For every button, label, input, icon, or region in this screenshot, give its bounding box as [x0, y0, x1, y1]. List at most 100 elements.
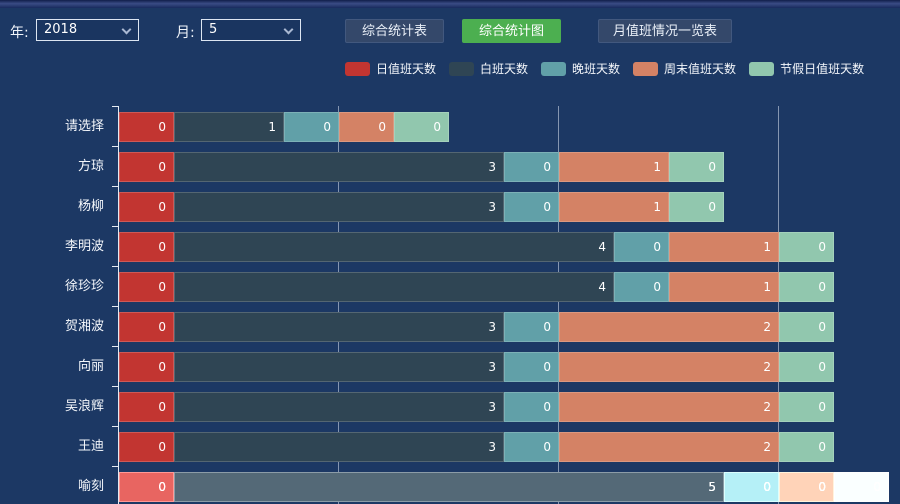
bar-segment[interactable]: 2	[559, 392, 779, 422]
bar-segment[interactable]: 0	[669, 192, 724, 222]
summary-chart-button[interactable]: 综合统计图	[462, 19, 561, 43]
legend-label: 节假日值班天数	[780, 62, 865, 76]
bar-segment[interactable]: 3	[174, 152, 504, 182]
bar-segment[interactable]: 0	[504, 152, 559, 182]
bar-segment[interactable]: 0	[779, 312, 834, 342]
bar-segment[interactable]: 0	[394, 112, 449, 142]
bar-value-label: 0	[818, 440, 826, 454]
bar-segment[interactable]: 0	[339, 112, 394, 142]
bar-segment[interactable]: 0	[779, 432, 834, 462]
bar-segment[interactable]: 1	[174, 112, 284, 142]
bar-segment[interactable]: 0	[504, 352, 559, 382]
bar-value-label: 1	[763, 240, 771, 254]
bar-segment[interactable]: 1	[669, 272, 779, 302]
bar-segment[interactable]: 1	[669, 232, 779, 262]
bar-value-label: 0	[158, 240, 166, 254]
bar-value-label: 0	[708, 200, 716, 214]
legend-swatch	[449, 61, 475, 76]
bar-segment[interactable]: 0	[119, 152, 174, 182]
category-label: 喻刻	[77, 479, 104, 494]
bar-row: 0 3 0 2 0	[119, 432, 834, 462]
bar-value-label: 0	[158, 120, 166, 134]
category-label: 李明波	[64, 239, 104, 254]
bar-segment[interactable]: 4	[174, 272, 614, 302]
bar-segment[interactable]: 3	[174, 312, 504, 342]
bar-value-label: 0	[158, 280, 166, 294]
bar-segment[interactable]: 1	[559, 152, 669, 182]
bar-value-label: 3	[488, 400, 496, 414]
bar-segment[interactable]: 0	[119, 432, 174, 462]
bar-segment[interactable]: 2	[559, 432, 779, 462]
bar-segment[interactable]: 0	[119, 472, 174, 502]
bar-value-label: 0	[543, 400, 551, 414]
bar-segment[interactable]: 0	[504, 192, 559, 222]
bar-value-label: 0	[818, 280, 826, 294]
year-select[interactable]: 2018	[36, 19, 139, 41]
bar-segment[interactable]: 4	[174, 232, 614, 262]
bar-value-label: 0	[653, 280, 661, 294]
bar-value-label: 0	[818, 480, 826, 494]
legend-swatch	[633, 61, 659, 76]
bar-segment[interactable]: 0	[724, 472, 779, 502]
bar-segment[interactable]: 0	[119, 112, 174, 142]
month-select-value: 5	[209, 22, 218, 37]
summary-table-button[interactable]: 综合统计表	[345, 19, 444, 43]
bar-value-label: 0	[543, 440, 551, 454]
bar-segment[interactable]: 0	[504, 312, 559, 342]
bar-segment[interactable]: 0	[779, 392, 834, 422]
bar-segment[interactable]: 0	[284, 112, 339, 142]
category-label: 杨柳	[77, 199, 104, 214]
y-axis-tick	[112, 226, 118, 227]
bar-segment[interactable]: 0	[119, 192, 174, 222]
legend-item[interactable]: 晚班天数	[541, 60, 620, 77]
legend-item[interactable]: 节假日值班天数	[749, 60, 864, 77]
bar-segment[interactable]: 3	[174, 192, 504, 222]
category-label: 请选择	[64, 119, 104, 134]
bar-segment[interactable]: 2	[559, 312, 779, 342]
bar-segment[interactable]: 1	[559, 192, 669, 222]
y-axis-tick	[112, 306, 118, 307]
bar-segment[interactable]: 0	[504, 392, 559, 422]
bar-value-label: 0	[708, 160, 716, 174]
bar-segment[interactable]: 0	[779, 272, 834, 302]
legend-item[interactable]: 日值班天数	[345, 60, 436, 77]
legend-item[interactable]: 白班天数	[449, 60, 528, 77]
bar-row: 0 1 0 0 0	[119, 112, 449, 142]
bar-segment[interactable]: 0	[119, 352, 174, 382]
month-duty-list-button[interactable]: 月值班情况一览表	[598, 19, 733, 43]
year-select-value: 2018	[44, 22, 78, 37]
bar-segment[interactable]: 0	[779, 352, 834, 382]
bar-segment[interactable]: 0	[614, 232, 669, 262]
bar-segment[interactable]: 0	[779, 472, 834, 502]
bar-value-label: 1	[763, 280, 771, 294]
bar-value-label: 0	[763, 480, 771, 494]
bar-segment[interactable]: 3	[174, 392, 504, 422]
bar-segment[interactable]: 3	[174, 352, 504, 382]
x-gridline	[778, 106, 779, 504]
bar-segment[interactable]: 5	[174, 472, 724, 502]
bar-segment[interactable]: 0	[119, 232, 174, 262]
legend-swatch	[345, 61, 370, 76]
month-field-label: 月:	[176, 25, 195, 41]
bar-value-label: 2	[763, 320, 771, 334]
bar-segment[interactable]: 0	[119, 312, 174, 342]
bar-segment[interactable]: 0	[834, 472, 889, 502]
month-select[interactable]: 5	[201, 19, 301, 41]
bar-segment[interactable]: 3	[174, 432, 504, 462]
bar-value-label: 0	[158, 160, 166, 174]
bar-row: 0 5 0 0 0	[119, 472, 889, 502]
bar-value-label: 0	[378, 120, 386, 134]
bar-segment[interactable]: 0	[669, 152, 724, 182]
legend-item[interactable]: 周末值班天数	[633, 60, 736, 77]
bar-value-label: 0	[158, 200, 166, 214]
bar-segment[interactable]: 0	[504, 432, 559, 462]
bar-segment[interactable]: 0	[779, 232, 834, 262]
window-top-strip	[0, 0, 900, 8]
bar-segment[interactable]: 0	[119, 392, 174, 422]
bar-segment[interactable]: 0	[614, 272, 669, 302]
legend-label: 日值班天数	[376, 62, 437, 76]
bar-value-label: 3	[488, 360, 496, 374]
bar-segment[interactable]: 2	[559, 352, 779, 382]
bar-segment[interactable]: 0	[119, 272, 174, 302]
